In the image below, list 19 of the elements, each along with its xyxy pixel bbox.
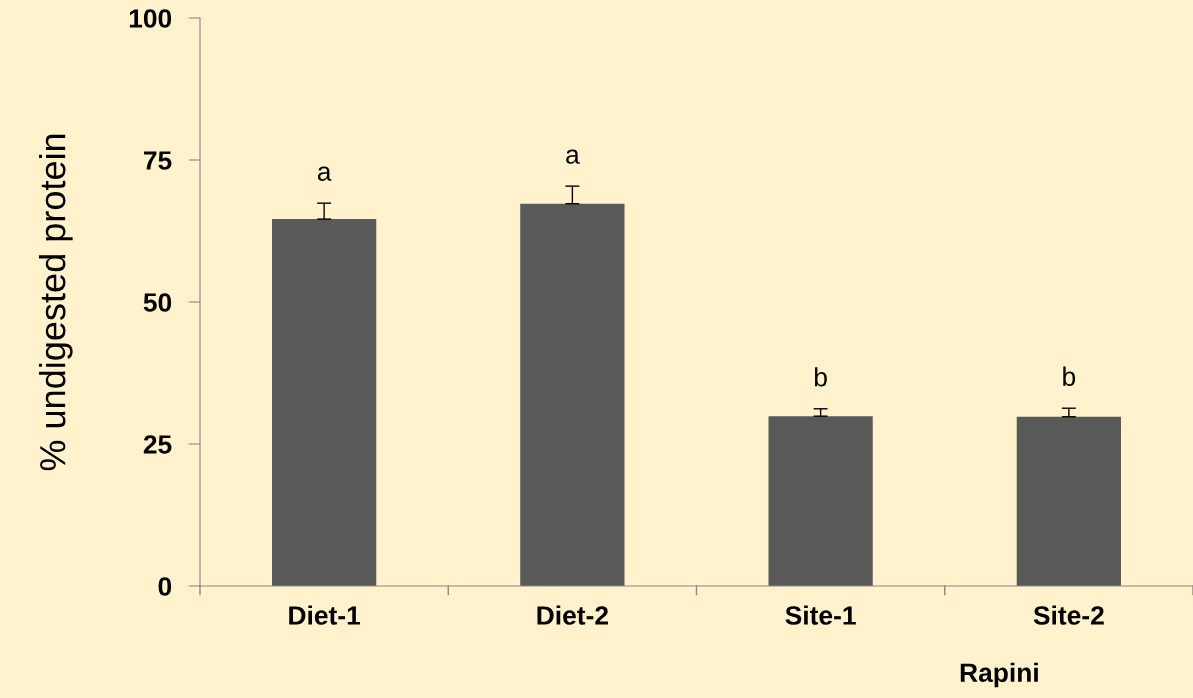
x-tick-label: Site-2 [1033, 605, 1104, 625]
bar [768, 416, 873, 586]
y-tick-label: 25 [143, 435, 172, 454]
y-axis-title: % undigested protein [38, 134, 73, 471]
annotation: b [1063, 366, 1076, 386]
bar [271, 219, 377, 586]
annotation: a [317, 166, 332, 181]
annotation: b [814, 367, 827, 387]
annotation: a [566, 149, 580, 164]
x-axis-title: Rapini [960, 662, 1038, 688]
x-tick-label: Diet-1 [289, 605, 361, 625]
y-tick-label: 50 [143, 293, 172, 312]
x-tick-label: Diet-2 [537, 605, 608, 625]
bar [1016, 416, 1122, 586]
bar [520, 203, 625, 586]
y-tick-label: 0 [158, 577, 172, 596]
y-tick-label: 75 [144, 151, 172, 170]
x-tick-label: Site-1 [785, 605, 856, 625]
y-tick-label: 100 [129, 9, 172, 28]
